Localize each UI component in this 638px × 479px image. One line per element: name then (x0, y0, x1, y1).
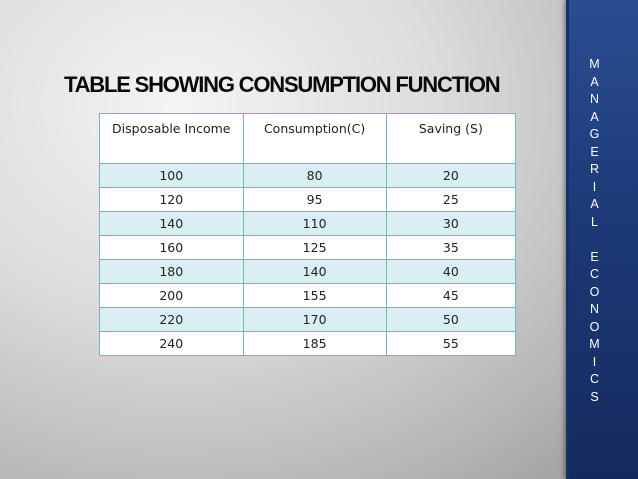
sidebar-letter: A (590, 109, 600, 124)
sidebar-letter: A (590, 197, 600, 211)
cell-income: 200 (99, 283, 244, 308)
cell-consumption: 140 (242, 259, 387, 284)
table-row: 160 125 35 (99, 235, 517, 260)
cell-consumption: 155 (242, 283, 387, 308)
cell-consumption: 95 (242, 187, 387, 212)
cell-saving: 20 (385, 163, 517, 188)
consumption-table: Disposable Income Consumption(C) Saving … (99, 113, 517, 356)
sidebar-letter-gap (572, 231, 618, 249)
sidebar-letter: E (590, 249, 600, 264)
sidebar-letter: M (589, 57, 601, 71)
vertical-subject-label: M A N A G E R I A L E C O N O M I C S (572, 56, 618, 406)
cell-income: 240 (99, 331, 244, 356)
sidebar-letter: L (591, 214, 599, 229)
cell-saving: 40 (385, 259, 517, 284)
cell-saving: 50 (385, 307, 517, 332)
sidebar-letter: C (589, 267, 601, 281)
sidebar-letter: C (589, 372, 601, 386)
table-row: 180 140 40 (99, 259, 517, 284)
cell-saving: 35 (385, 235, 517, 260)
header-consumption: Consumption(C) (242, 113, 387, 164)
sidebar-letter: O (589, 284, 601, 299)
cell-income: 160 (99, 235, 244, 260)
cell-saving: 25 (385, 187, 517, 212)
table-row: 100 80 20 (99, 163, 517, 188)
cell-income: 220 (99, 307, 244, 332)
sidebar-letter: G (589, 127, 601, 141)
table-row: 120 95 25 (99, 187, 517, 212)
table-header-row: Disposable Income Consumption(C) Saving … (99, 113, 517, 164)
sidebar-letter: N (589, 302, 601, 316)
cell-consumption: 170 (242, 307, 387, 332)
cell-consumption: 125 (242, 235, 387, 260)
sidebar-letter: A (590, 74, 600, 89)
table-row: 220 170 50 (99, 307, 517, 332)
cell-income: 140 (99, 211, 244, 236)
sidebar-band (566, 0, 638, 479)
sidebar-letter: O (589, 319, 601, 334)
table-row: 200 155 45 (99, 283, 517, 308)
cell-saving: 30 (385, 211, 517, 236)
sidebar-letter: M (589, 337, 601, 351)
cell-consumption: 110 (242, 211, 387, 236)
cell-consumption: 185 (242, 331, 387, 356)
header-disposable-income: Disposable Income (99, 113, 244, 164)
cell-saving: 55 (385, 331, 517, 356)
header-saving: Saving (S) (385, 113, 517, 164)
cell-income: 100 (99, 163, 244, 188)
sidebar-letter: S (590, 389, 600, 404)
table-row: 240 185 55 (99, 331, 517, 356)
cell-income: 180 (99, 259, 244, 284)
slide-title: TABLE SHOWING CONSUMPTION FUNCTION (64, 72, 501, 97)
sidebar-letter: N (589, 92, 601, 106)
sidebar-letter: R (589, 162, 601, 176)
cell-income: 120 (99, 187, 244, 212)
cell-saving: 45 (385, 283, 517, 308)
sidebar-letter: I (592, 179, 598, 194)
sidebar-edge (566, 0, 569, 479)
table-row: 140 110 30 (99, 211, 517, 236)
sidebar-letter: E (590, 144, 600, 159)
sidebar-letter: I (592, 354, 598, 369)
cell-consumption: 80 (242, 163, 387, 188)
